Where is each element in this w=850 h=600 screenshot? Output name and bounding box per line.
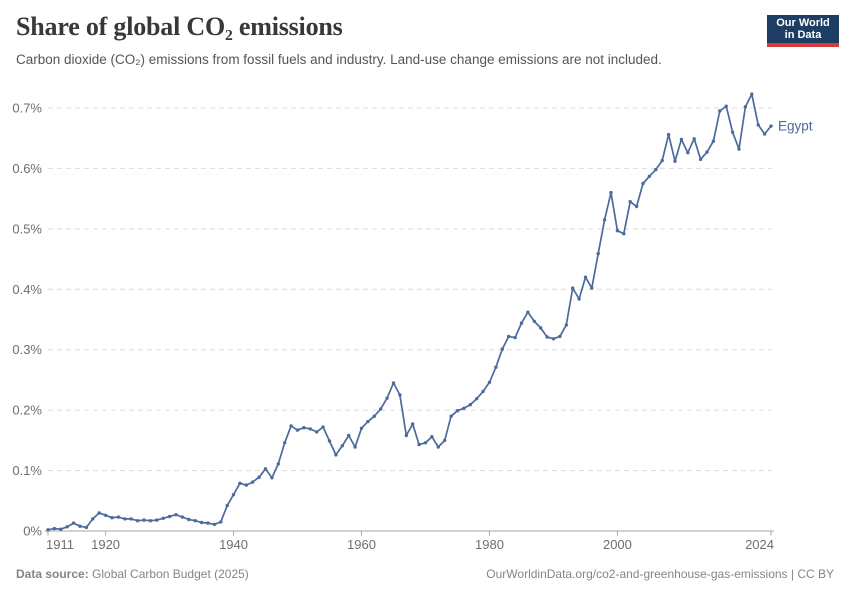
chart-title: Share of global CO₂ emissions — [16, 12, 343, 41]
owid-logo[interactable]: Our World in Data — [767, 15, 839, 47]
svg-text:1940: 1940 — [219, 537, 248, 552]
y-axis-labels: 0% 0.1% 0.2% 0.3% 0.4% 0.5% 0.6% 0.7% — [12, 101, 42, 539]
owid-logo-line1: Our World — [776, 16, 830, 29]
entity-label-egypt[interactable]: Egypt — [778, 119, 813, 134]
data-source: Data source: Global Carbon Budget (2025) — [16, 567, 249, 581]
svg-text:0.2%: 0.2% — [12, 403, 42, 418]
svg-text:0.7%: 0.7% — [12, 101, 42, 116]
owid-logo-line2: in Data — [784, 29, 822, 41]
svg-text:1960: 1960 — [347, 537, 376, 552]
svg-text:0.5%: 0.5% — [12, 221, 42, 236]
svg-text:2000: 2000 — [603, 537, 632, 552]
svg-text:0.1%: 0.1% — [12, 463, 42, 478]
chart-footer: Data source: Global Carbon Budget (2025)… — [16, 567, 834, 581]
x-axis-labels: 1911 1920 1940 1960 1980 2000 2024 — [46, 537, 774, 552]
svg-text:1980: 1980 — [475, 537, 504, 552]
svg-text:0.4%: 0.4% — [12, 282, 42, 297]
data-source-value: Global Carbon Budget (2025) — [88, 567, 249, 581]
svg-text:1920: 1920 — [91, 537, 120, 552]
svg-text:0%: 0% — [23, 524, 42, 539]
svg-text:1911: 1911 — [46, 537, 74, 552]
data-point-markers[interactable] — [46, 92, 773, 532]
svg-text:0.6%: 0.6% — [12, 161, 42, 176]
svg-text:2024: 2024 — [745, 537, 774, 552]
citation-link[interactable]: OurWorldinData.org/co2-and-greenhouse-ga… — [486, 567, 834, 581]
data-source-label: Data source: — [16, 567, 89, 581]
x-axis-ticks — [47, 531, 772, 536]
chart-subtitle: Carbon dioxide (CO₂) emissions from foss… — [16, 52, 662, 67]
svg-text:0.3%: 0.3% — [12, 342, 42, 357]
y-gridlines — [48, 107, 772, 472]
